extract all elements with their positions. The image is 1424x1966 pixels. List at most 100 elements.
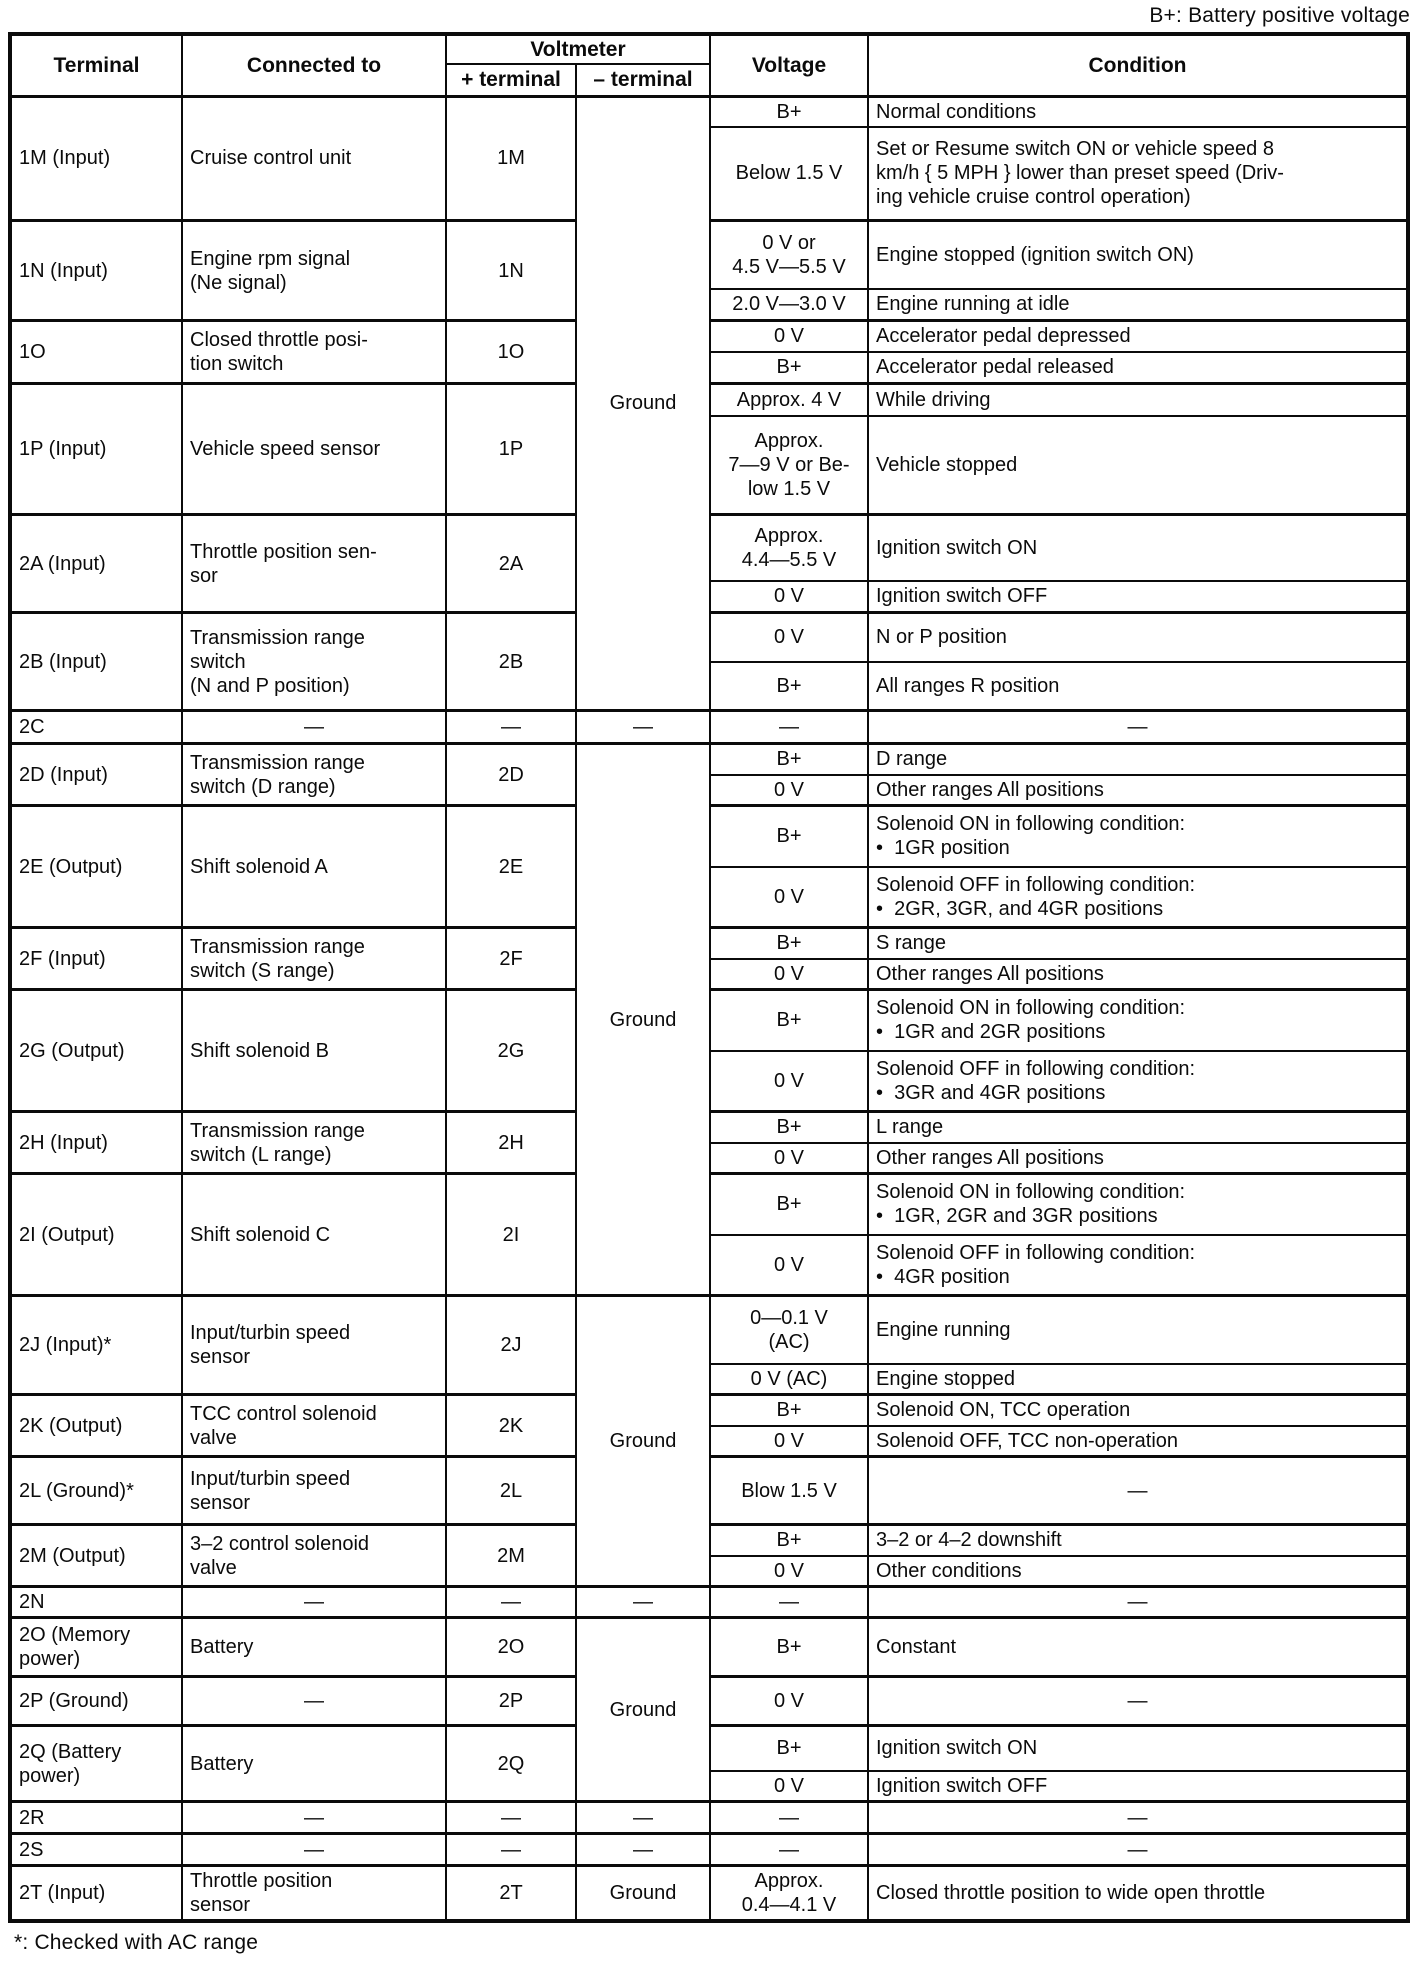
cell-2j-voltage-0: 0—0.1 V (AC) — [709, 1294, 869, 1365]
cell-2k-voltage-1: 0 V — [709, 1424, 869, 1458]
cell-2h-voltage-0: B+ — [709, 1110, 869, 1144]
cell-1m-terminal: 1M (Input) — [9, 94, 183, 222]
cell-2r-voltage: — — [709, 1800, 869, 1835]
cell-2s-minus: — — [575, 1832, 711, 1867]
cell-2d-condition-1: Other ranges All positions — [867, 773, 1409, 807]
col-header-terminal: Terminal — [9, 32, 183, 98]
cell-2m-voltage-0: B+ — [709, 1523, 869, 1557]
cell-1o-condition-0: Accelerator pedal depressed — [867, 319, 1409, 353]
cell-2d-plus: 2D — [445, 742, 577, 807]
cell-1m-voltage-1: Below 1.5 V — [709, 125, 869, 222]
cell-1o-connected: Closed throttle posi- tion switch — [181, 319, 447, 385]
table-row: 1M (Input) Cruise control unit 1M Ground… — [9, 94, 1409, 712]
cell-2c-connected: — — [181, 709, 447, 745]
table-row: 2P (Ground) — 2P 0 V — — [9, 1675, 1409, 1727]
cell-2s-connected: — — [181, 1832, 447, 1867]
table-row: 2N — — — — — — [9, 1585, 1409, 1619]
cell-2h-condition-0: L range — [867, 1110, 1409, 1144]
cell-2o-voltage: B+ — [709, 1616, 869, 1678]
cell-2i-condition-0: Solenoid ON in following condition: • 1G… — [867, 1172, 1409, 1236]
table-row: 2.0 V—3.0 V Engine running at idle — [10, 287, 1409, 322]
cell-2b-plus: 2B — [445, 611, 577, 712]
cell-2g-plus: 2G — [445, 988, 577, 1113]
cell-2t-condition: Closed throttle position to wide open th… — [867, 1864, 1409, 1923]
cell-ground-span-2: Ground — [575, 742, 711, 1297]
cell-2g-voltage-0: B+ — [709, 988, 869, 1052]
cell-2t-connected: Throttle position sensor — [181, 1864, 447, 1923]
cell-2o-connected: Battery — [181, 1616, 447, 1678]
table-row: 0 V Solenoid OFF in following condition:… — [10, 1233, 1409, 1297]
cell-2j-condition-1: Engine stopped — [867, 1362, 1409, 1396]
cell-1n-terminal: 1N (Input) — [9, 219, 183, 322]
cell-1p-voltage-1: Approx. 7—9 V or Be- low 1.5 V — [709, 414, 869, 516]
cell-2f-voltage-0: B+ — [709, 926, 869, 960]
table-row: 2G (Output) Shift solenoid B 2G B+ Solen… — [9, 988, 1409, 1113]
cell-ground-span-1: Ground — [575, 94, 711, 712]
cell-ground-span-3: Ground — [575, 1294, 711, 1588]
table-row: 2J (Input)* Input/turbin speed sensor 2J… — [9, 1294, 1409, 1588]
cell-2l-plus: 2L — [445, 1455, 577, 1526]
cell-2i-plus: 2I — [445, 1172, 577, 1297]
cell-2n-condition: — — [867, 1585, 1409, 1619]
cell-1o-terminal: 1O — [9, 319, 183, 385]
cell-2c-plus: — — [445, 709, 577, 745]
table-row: 0 V Ignition switch OFF — [10, 579, 1409, 614]
cell-2c-terminal: 2C — [9, 709, 183, 745]
cell-2h-condition-1: Other ranges All positions — [867, 1141, 1409, 1175]
cell-2l-condition: — — [867, 1455, 1409, 1526]
cell-2l-terminal: 2L (Ground)* — [9, 1455, 183, 1526]
cell-2e-terminal: 2E (Output) — [9, 804, 183, 929]
cell-2k-condition-1: Solenoid OFF, TCC non-operation — [867, 1424, 1409, 1458]
cell-2n-voltage: — — [709, 1585, 869, 1619]
cell-2a-terminal: 2A (Input) — [9, 513, 183, 614]
cell-2q-plus: 2Q — [445, 1724, 577, 1803]
cell-2q-voltage-1: 0 V — [709, 1769, 869, 1803]
cell-2b-voltage-1: B+ — [709, 660, 869, 712]
cell-2j-terminal: 2J (Input)* — [9, 1294, 183, 1396]
cell-2b-voltage-0: 0 V — [709, 611, 869, 663]
cell-2f-condition-0: S range — [867, 926, 1409, 960]
cell-2c-voltage: — — [709, 709, 869, 745]
table-row: 2K (Output) TCC control solenoid valve 2… — [9, 1393, 1409, 1458]
cell-2g-condition-0: Solenoid ON in following condition: • 1G… — [867, 988, 1409, 1052]
table-row: 2A (Input) Throttle position sen- sor 2A… — [9, 513, 1409, 614]
cell-1p-condition-1: Vehicle stopped — [867, 414, 1409, 516]
table-row: 2D (Input) Transmission range switch (D … — [9, 742, 1409, 1297]
cell-1n-plus: 1N — [445, 219, 577, 322]
table-row: 2F (Input) Transmission range switch (S … — [9, 926, 1409, 991]
cell-2s-voltage: — — [709, 1832, 869, 1867]
cell-1m-voltage-0: B+ — [709, 94, 869, 128]
cell-2e-condition-1: Solenoid OFF in following condition: • 2… — [867, 865, 1409, 929]
cell-1p-plus: 1P — [445, 382, 577, 516]
cell-2c-minus: — — [575, 709, 711, 745]
table-row: 0 V Other conditions — [10, 1554, 1409, 1588]
cell-2p-connected: — — [181, 1675, 447, 1727]
cell-2e-connected: Shift solenoid A — [181, 804, 447, 929]
cell-2a-plus: 2A — [445, 513, 577, 614]
cell-1n-voltage-1: 2.0 V—3.0 V — [709, 287, 869, 322]
cell-2f-voltage-1: 0 V — [709, 957, 869, 991]
cell-2g-condition-1: Solenoid OFF in following condition: • 3… — [867, 1049, 1409, 1113]
cell-2r-connected: — — [181, 1800, 447, 1835]
table-row: 0 V (AC) Engine stopped — [10, 1362, 1409, 1396]
cell-1p-connected: Vehicle speed sensor — [181, 382, 447, 516]
cell-2i-voltage-0: B+ — [709, 1172, 869, 1236]
cell-2h-connected: Transmission range switch (L range) — [181, 1110, 447, 1175]
table-row: Below 1.5 V Set or Resume switch ON or v… — [10, 125, 1409, 222]
table-row: 0 V Solenoid OFF in following condition:… — [10, 865, 1409, 929]
table-row: Approx. 7—9 V or Be- low 1.5 V Vehicle s… — [10, 414, 1409, 516]
cell-2k-condition-0: Solenoid ON, TCC operation — [867, 1393, 1409, 1427]
cell-2i-terminal: 2I (Output) — [9, 1172, 183, 1297]
cell-2l-connected: Input/turbin speed sensor — [181, 1455, 447, 1526]
table-row: 2S — — — — — — [9, 1832, 1409, 1867]
cell-2q-connected: Battery — [181, 1724, 447, 1803]
cell-2t-minus: Ground — [575, 1864, 711, 1923]
cell-2r-plus: — — [445, 1800, 577, 1835]
cell-2d-terminal: 2D (Input) — [9, 742, 183, 807]
table-row: 0 V Solenoid OFF in following condition:… — [10, 1049, 1409, 1113]
cell-2b-condition-0: N or P position — [867, 611, 1409, 663]
cell-2k-terminal: 2K (Output) — [9, 1393, 183, 1458]
cell-2s-plus: — — [445, 1832, 577, 1867]
cell-2h-voltage-1: 0 V — [709, 1141, 869, 1175]
